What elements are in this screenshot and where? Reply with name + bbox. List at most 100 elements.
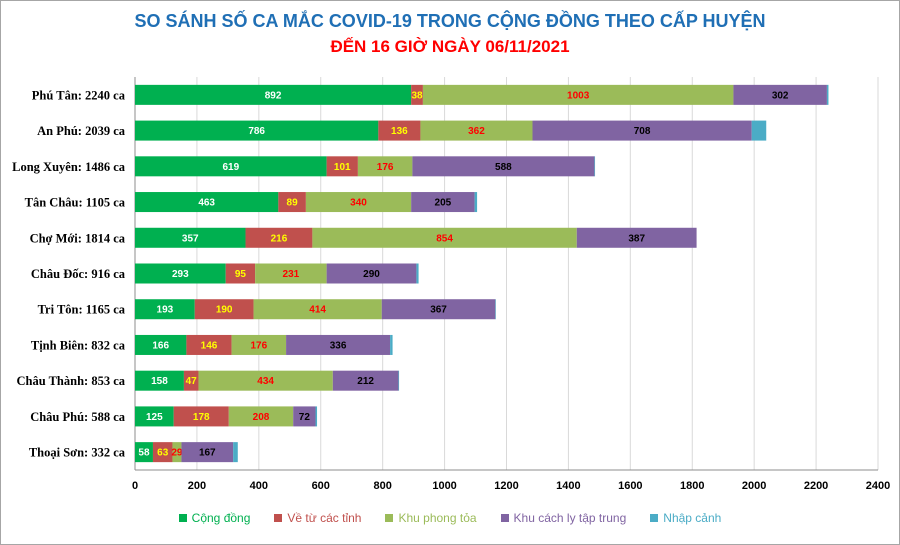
data-label: 463: [198, 198, 215, 209]
bar-segment: [135, 227, 246, 248]
x-tick-label: 2200: [804, 480, 828, 492]
data-label: 166: [152, 340, 169, 351]
data-label: 588: [495, 162, 512, 173]
data-label: 178: [193, 412, 210, 423]
legend-swatch: [274, 514, 283, 522]
legend-item: Nhập cảnh: [650, 511, 721, 525]
x-tick-label: 400: [250, 480, 268, 492]
data-label: 72: [299, 412, 311, 423]
bar-segment: [594, 156, 596, 177]
bar-segment: [135, 406, 174, 427]
data-label: 357: [182, 233, 199, 244]
data-label: 302: [772, 90, 789, 101]
bar-segment: [255, 263, 327, 284]
x-tick-label: 800: [373, 480, 391, 492]
bar-segment: [378, 120, 421, 141]
data-label: 212: [357, 376, 374, 387]
bar-segment: [315, 406, 318, 427]
bar-segment: [286, 334, 391, 355]
chart-subtitle: ĐẾN 16 GIỜ NGÀY 06/11/2021: [330, 37, 570, 56]
data-label: 786: [248, 126, 265, 137]
bar-segment: [135, 84, 412, 105]
category-label: Châu Đốc: 916 ca: [31, 267, 126, 281]
bar-segment: [411, 84, 423, 105]
bar-segment: [381, 299, 496, 320]
data-label: 619: [222, 162, 239, 173]
bar-segment: [326, 263, 417, 284]
bar-segment: [293, 406, 316, 427]
x-tick-label: 1200: [494, 480, 518, 492]
legend-swatch: [650, 514, 659, 522]
legend-label: Về từ các tỉnh: [287, 511, 362, 525]
bar-segment: [135, 442, 153, 463]
category-label: Tân Châu: 1105 ca: [25, 196, 126, 210]
bar-segment: [181, 442, 234, 463]
x-tick-label: 1400: [556, 480, 580, 492]
bar-segment: [225, 263, 256, 284]
data-label: 95: [235, 269, 247, 280]
bar-segment: [194, 299, 254, 320]
bar-segment: [412, 156, 595, 177]
chart-title: SO SÁNH SỐ CA MẮC COVID-19 TRONG CỘNG ĐỒ…: [134, 11, 766, 31]
bar-segment: [172, 442, 182, 463]
category-label: An Phú: 2039 ca: [37, 124, 126, 138]
data-label: 367: [430, 305, 447, 316]
data-label: 205: [435, 198, 452, 209]
bar-segment: [733, 84, 827, 105]
data-label: 136: [391, 126, 408, 137]
chart-legend: Cộng đồng Về từ các tỉnh Khu phong tỏa Khu …: [0, 511, 900, 525]
data-label: 176: [377, 162, 394, 173]
bar-segment: [576, 227, 697, 248]
legend-label: Nhập cảnh: [663, 511, 722, 525]
data-label: 38: [411, 90, 423, 101]
data-label: 216: [271, 233, 288, 244]
bar-segment: [152, 442, 173, 463]
data-label: 336: [330, 340, 347, 351]
data-label: 387: [628, 233, 645, 244]
data-label: 1003: [567, 90, 590, 101]
bar-segment: [398, 370, 400, 391]
bar-segment: [332, 370, 399, 391]
data-label: 63: [157, 448, 169, 459]
bar-segment: [312, 227, 577, 248]
category-label: Tịnh Biên: 832 ca: [31, 338, 126, 352]
x-tick-label: 1800: [680, 480, 704, 492]
bar-segment: [390, 334, 393, 355]
bar-segment: [474, 192, 478, 213]
bar-segment: [826, 84, 829, 105]
legend-item: Khu cách ly tập trung: [500, 511, 626, 525]
bar-segment: [420, 120, 533, 141]
bar-segment: [198, 370, 333, 391]
bar-segment: [135, 370, 184, 391]
category-label: Phú Tân: 2240 ca: [32, 88, 126, 102]
data-label: 29: [171, 448, 183, 459]
data-label: 89: [287, 198, 299, 209]
legend-item: Về từ các tỉnh: [274, 511, 361, 525]
category-label: Long Xuyên: 1486 ca: [12, 160, 126, 174]
data-label: 854: [436, 233, 453, 244]
bar-segment: [357, 156, 413, 177]
legend-swatch: [385, 514, 394, 522]
bar-segment: [173, 406, 229, 427]
data-label: 146: [201, 340, 218, 351]
bar-segment: [186, 334, 232, 355]
data-label: 362: [468, 126, 485, 137]
legend-item: Khu phong tỏa: [385, 511, 477, 525]
x-tick-label: 0: [132, 480, 138, 492]
legend-label: Khu phong tỏa: [398, 511, 477, 525]
bar-segment: [305, 192, 412, 213]
bar-segment: [326, 156, 358, 177]
data-label: 290: [363, 269, 380, 280]
data-label: 158: [151, 376, 168, 387]
category-label: Châu Thành: 853 ca: [17, 374, 126, 388]
legend-label: Cộng đồng: [191, 511, 251, 525]
data-label: 167: [199, 448, 216, 459]
x-tick-label: 600: [312, 480, 330, 492]
bar-segment: [416, 263, 419, 284]
bar-segment: [135, 156, 327, 177]
bar-segment: [751, 120, 767, 141]
data-label: 414: [309, 305, 326, 316]
data-label: 892: [265, 90, 282, 101]
category-label: Châu Phú: 588 ca: [30, 410, 126, 424]
bar-segment: [228, 406, 294, 427]
